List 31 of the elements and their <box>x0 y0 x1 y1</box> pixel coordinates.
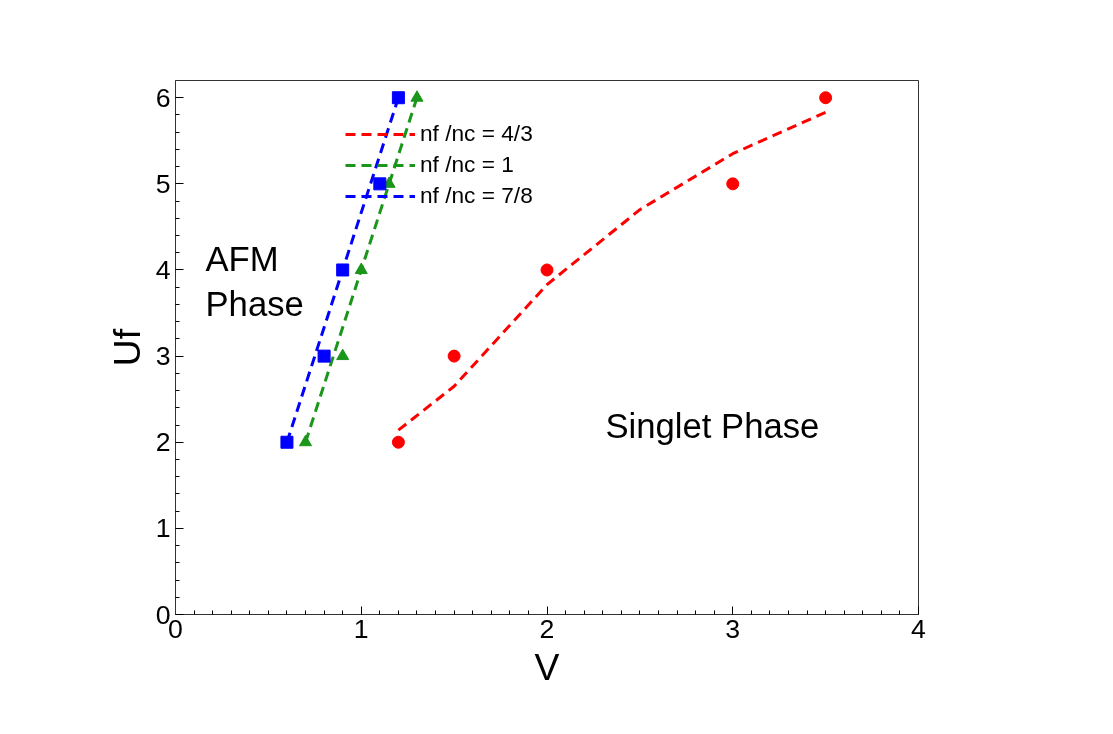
x-tick-label: 3 <box>725 613 741 644</box>
point <box>336 263 350 277</box>
point <box>317 349 331 363</box>
y-tick-label: 2 <box>155 427 171 458</box>
point <box>299 434 313 447</box>
point <box>280 435 294 449</box>
point <box>391 91 405 105</box>
legend-label: nf /nc = 4/3 <box>420 120 533 147</box>
y-tick-label: 5 <box>155 168 171 199</box>
point <box>819 91 833 105</box>
point <box>540 263 554 277</box>
point <box>336 348 350 361</box>
annotation: Singlet Phase <box>605 406 820 445</box>
y-tick-label: 4 <box>155 254 171 285</box>
point <box>354 262 368 274</box>
x-tick-label: 2 <box>539 613 555 644</box>
point <box>373 177 387 191</box>
point <box>410 90 424 102</box>
x-tick-label: 4 <box>911 613 927 644</box>
point <box>447 349 461 363</box>
point <box>391 435 405 449</box>
y-tick-label: 1 <box>155 513 171 544</box>
y-tick-label: 6 <box>155 82 171 113</box>
annotation: AFM Phase <box>205 239 304 323</box>
x-tick-label: 1 <box>353 613 369 644</box>
legend-label: nf /nc = 1 <box>420 151 514 178</box>
legend-label: nf /nc = 7/8 <box>420 182 533 209</box>
x-axis-title: V <box>534 645 560 688</box>
point <box>726 177 740 191</box>
y-tick-label: 3 <box>155 341 171 372</box>
y-axis-title: Uf <box>105 328 148 367</box>
